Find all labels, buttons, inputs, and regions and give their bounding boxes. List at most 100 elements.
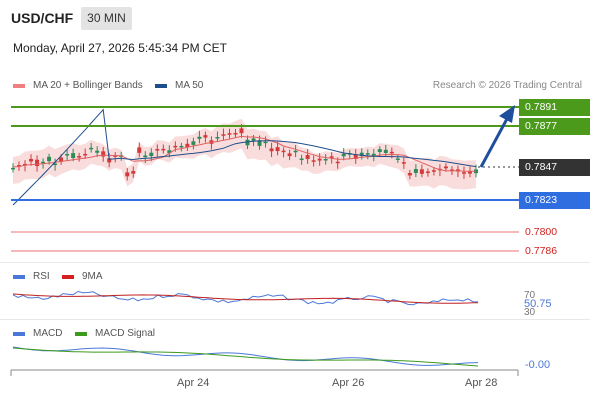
legend-rsi-9ma: 9MA xyxy=(62,271,103,282)
candle-body xyxy=(431,170,436,172)
rsi-line xyxy=(12,290,479,306)
bollinger-band-area xyxy=(13,118,476,190)
candle-body xyxy=(203,135,208,138)
candle-body xyxy=(305,155,310,160)
candle-body xyxy=(365,153,370,155)
price-chart[interactable] xyxy=(0,95,590,265)
candle-body xyxy=(419,169,424,174)
candle-body xyxy=(65,154,70,156)
candle-body xyxy=(89,147,94,150)
candle-body xyxy=(449,169,454,172)
legend-label: RSI xyxy=(33,271,50,282)
candle-body xyxy=(125,172,130,177)
candle-body xyxy=(47,156,52,162)
macd-value: -0.00 xyxy=(525,359,551,371)
candle-body xyxy=(131,171,136,174)
legend-label: MACD xyxy=(33,328,63,339)
candle-body xyxy=(173,145,178,148)
candle-body xyxy=(227,133,232,135)
rsi-tick-70: 70 xyxy=(524,290,536,301)
candle-body xyxy=(185,143,190,148)
arrow-head xyxy=(499,105,515,123)
candle-body xyxy=(233,132,238,135)
legend-rsi: RSI xyxy=(13,271,50,282)
rsi-tick-30: 30 xyxy=(524,307,536,315)
legend-swatch-icon xyxy=(13,274,25,279)
moving-averages xyxy=(12,108,477,206)
candle-body xyxy=(281,150,286,153)
candle-body xyxy=(359,152,364,157)
research-credit: Research © 2026 Trading Central xyxy=(432,80,582,91)
candle-body xyxy=(53,163,58,166)
legend-swatch-icon xyxy=(62,274,74,279)
arrow-shaft xyxy=(479,116,510,168)
legend-label: MA 50 xyxy=(175,80,204,91)
candle-body xyxy=(407,173,412,176)
candle-body xyxy=(311,160,316,162)
candle-body xyxy=(383,149,388,154)
rsi-chart[interactable] xyxy=(0,285,590,320)
candle-body xyxy=(155,149,160,151)
legend-label: MACD Signal xyxy=(95,328,156,339)
macd-chart[interactable] xyxy=(0,340,590,375)
macd-lines xyxy=(12,346,479,367)
x-axis-label-apr28: Apr 28 xyxy=(465,377,498,389)
rsi-lines xyxy=(12,290,479,306)
macd-line xyxy=(12,346,479,366)
timeframe-button[interactable]: 30 MIN xyxy=(81,7,132,30)
candle-body xyxy=(77,156,82,158)
candle-body xyxy=(197,136,202,139)
legend-swatch-icon xyxy=(155,83,167,88)
legend-ma50: MA 50 xyxy=(155,80,203,91)
rsi-9ma-line xyxy=(12,293,479,304)
candle-body xyxy=(317,158,322,161)
legend-label: MA 20 + Bollinger Bands xyxy=(33,80,143,91)
legend-macd-signal: MACD Signal xyxy=(75,328,155,339)
legend-label: 9MA xyxy=(82,271,103,282)
candle-body xyxy=(401,162,406,164)
candle-body xyxy=(71,153,76,159)
candle-body xyxy=(149,152,154,157)
candle-body xyxy=(179,145,184,148)
candle-body xyxy=(23,163,28,166)
timestamp: Monday, April 27, 2026 5:45:34 PM CET xyxy=(13,41,227,55)
candle-body xyxy=(143,155,148,158)
candle-body xyxy=(101,151,106,157)
x-axis xyxy=(10,369,519,376)
x-axis-label-apr26: Apr 26 xyxy=(332,377,365,389)
level-label-resistance-2: 0.7891 xyxy=(519,99,590,116)
x-axis-label-apr24: Apr 24 xyxy=(177,377,210,389)
ma20-line xyxy=(12,135,477,172)
level-lines xyxy=(11,106,519,252)
candle-body xyxy=(299,158,304,161)
candle-body xyxy=(461,172,466,174)
candle-body xyxy=(287,153,292,157)
candle-body xyxy=(377,149,382,152)
level-label-current-price: 0.7847 xyxy=(519,159,590,176)
candle-body xyxy=(191,141,196,145)
level-label-resistance-1: 0.7877 xyxy=(519,118,590,135)
candle-body xyxy=(293,150,298,153)
candle-body xyxy=(221,134,226,136)
candle-body xyxy=(245,139,250,146)
rsi-value: 50.75 xyxy=(524,298,552,310)
candle-body xyxy=(353,154,358,159)
candle-body xyxy=(107,158,112,163)
candle-body xyxy=(395,158,400,160)
macd-signal-line xyxy=(12,347,479,367)
candle-body xyxy=(59,157,64,162)
candle-body xyxy=(137,147,142,153)
candle-body xyxy=(251,138,256,141)
candle-body xyxy=(263,141,268,144)
legend-swatch-icon xyxy=(13,83,25,88)
candle-body xyxy=(341,153,346,157)
legend-swatch-icon xyxy=(75,331,87,336)
candle-body xyxy=(323,158,328,161)
candle-body xyxy=(389,151,394,154)
candle-body xyxy=(167,150,172,154)
candle-body xyxy=(41,161,46,164)
candle-body xyxy=(239,128,244,134)
candle-body xyxy=(83,153,88,156)
candle-body xyxy=(29,158,34,162)
candle-body xyxy=(11,167,15,170)
